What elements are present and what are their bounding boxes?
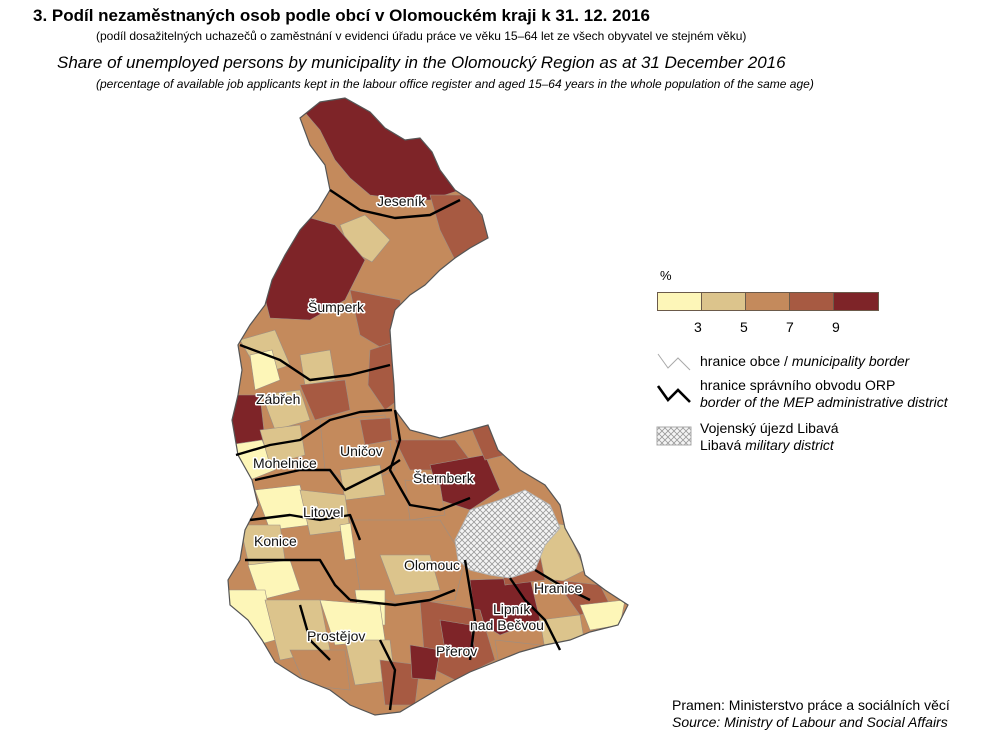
- label-sternberk: Šternberk: [413, 470, 475, 486]
- legend-military-en: military district: [745, 437, 834, 453]
- legend-swatch-3: [746, 293, 790, 310]
- legend-military-cz: Vojenský újezd Libavá: [700, 420, 839, 436]
- district-labels: Jeseník Šumperk Zábřeh Mohelnice Uničov …: [252, 192, 584, 661]
- map-subtitle-en: (percentage of available job applicants …: [96, 77, 814, 91]
- label-mohelnice: Mohelnice: [253, 455, 317, 471]
- label-litovel: Litovel: [303, 504, 343, 520]
- legend-swatch-1: [658, 293, 702, 310]
- map-title: 3. Podíl nezaměstnaných osob podle obcí …: [33, 6, 650, 25]
- legend-break-3: 3: [694, 319, 702, 335]
- orp-borders: [235, 189, 591, 711]
- label-hranice: Hranice: [534, 580, 582, 596]
- legend-break-5: 5: [740, 319, 748, 335]
- legend-military-cz2: Libavá: [700, 437, 746, 453]
- legend-orp-border-cz: hranice správního obvodu ORP: [700, 377, 896, 393]
- label-konice: Konice: [254, 533, 297, 549]
- municipality-border-symbol: [657, 353, 691, 371]
- legend-orp-border-en: border of the MEP administrative distric…: [700, 394, 948, 410]
- legend-swatch-5: [834, 293, 878, 310]
- legend-break-7: 7: [786, 319, 794, 335]
- source-cz: Pramen: Ministerstvo práce a sociálních …: [672, 697, 950, 713]
- label-sumperk: Šumperk: [308, 299, 365, 315]
- label-prerov: Přerov: [436, 643, 477, 659]
- source-en: Source: Ministry of Labour and Social Af…: [672, 714, 948, 730]
- label-zabreh: Zábřeh: [256, 391, 300, 407]
- libava-military-district: [454, 489, 561, 579]
- legend-break-9: 9: [832, 319, 840, 335]
- label-lipnik: Lipník: [493, 601, 531, 617]
- source-note: Pramen: Ministerstvo práce a sociálních …: [672, 697, 950, 731]
- label-jesenik: Jeseník: [377, 193, 426, 209]
- label-unicov: Uničov: [340, 443, 383, 459]
- legend-municipality-border-en: municipality border: [791, 353, 910, 369]
- legend-unit: %: [660, 268, 672, 283]
- label-olomouc: Olomouc: [404, 557, 460, 573]
- legend-color-scale: [657, 292, 879, 311]
- orp-border-symbol: [656, 385, 691, 403]
- map-title-en: Share of unemployed persons by municipal…: [57, 53, 786, 72]
- legend-swatch-4: [790, 293, 834, 310]
- legend-municipality-border-cz: hranice obce /: [700, 353, 792, 369]
- map-subtitle: (podíl dosažitelných uchazečů o zaměstná…: [96, 29, 747, 43]
- label-prostejov: Prostějov: [307, 628, 365, 644]
- legend-swatch-2: [702, 293, 746, 310]
- label-nad-becvou: nad Bečvou: [470, 617, 544, 633]
- military-district-symbol: [656, 426, 692, 446]
